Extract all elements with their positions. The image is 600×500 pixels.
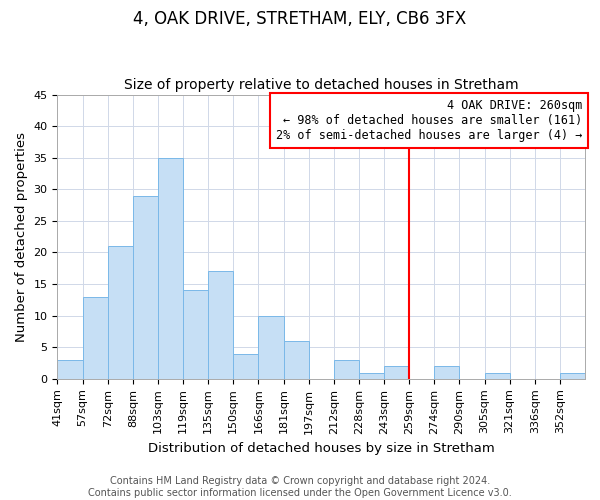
- Y-axis label: Number of detached properties: Number of detached properties: [15, 132, 28, 342]
- Bar: [434, 366, 460, 379]
- Bar: [107, 246, 133, 379]
- Title: Size of property relative to detached houses in Stretham: Size of property relative to detached ho…: [124, 78, 518, 92]
- Bar: [208, 272, 233, 379]
- X-axis label: Distribution of detached houses by size in Stretham: Distribution of detached houses by size …: [148, 442, 494, 455]
- Text: Contains HM Land Registry data © Crown copyright and database right 2024.
Contai: Contains HM Land Registry data © Crown c…: [88, 476, 512, 498]
- Bar: [58, 360, 83, 379]
- Bar: [133, 196, 158, 379]
- Bar: [560, 372, 585, 379]
- Text: 4, OAK DRIVE, STRETHAM, ELY, CB6 3FX: 4, OAK DRIVE, STRETHAM, ELY, CB6 3FX: [133, 10, 467, 28]
- Bar: [485, 372, 509, 379]
- Text: 4 OAK DRIVE: 260sqm
← 98% of detached houses are smaller (161)
2% of semi-detach: 4 OAK DRIVE: 260sqm ← 98% of detached ho…: [276, 99, 583, 142]
- Bar: [284, 341, 308, 379]
- Bar: [233, 354, 259, 379]
- Bar: [334, 360, 359, 379]
- Bar: [359, 372, 384, 379]
- Bar: [83, 296, 107, 379]
- Bar: [183, 290, 208, 379]
- Bar: [384, 366, 409, 379]
- Bar: [158, 158, 183, 379]
- Bar: [259, 316, 284, 379]
